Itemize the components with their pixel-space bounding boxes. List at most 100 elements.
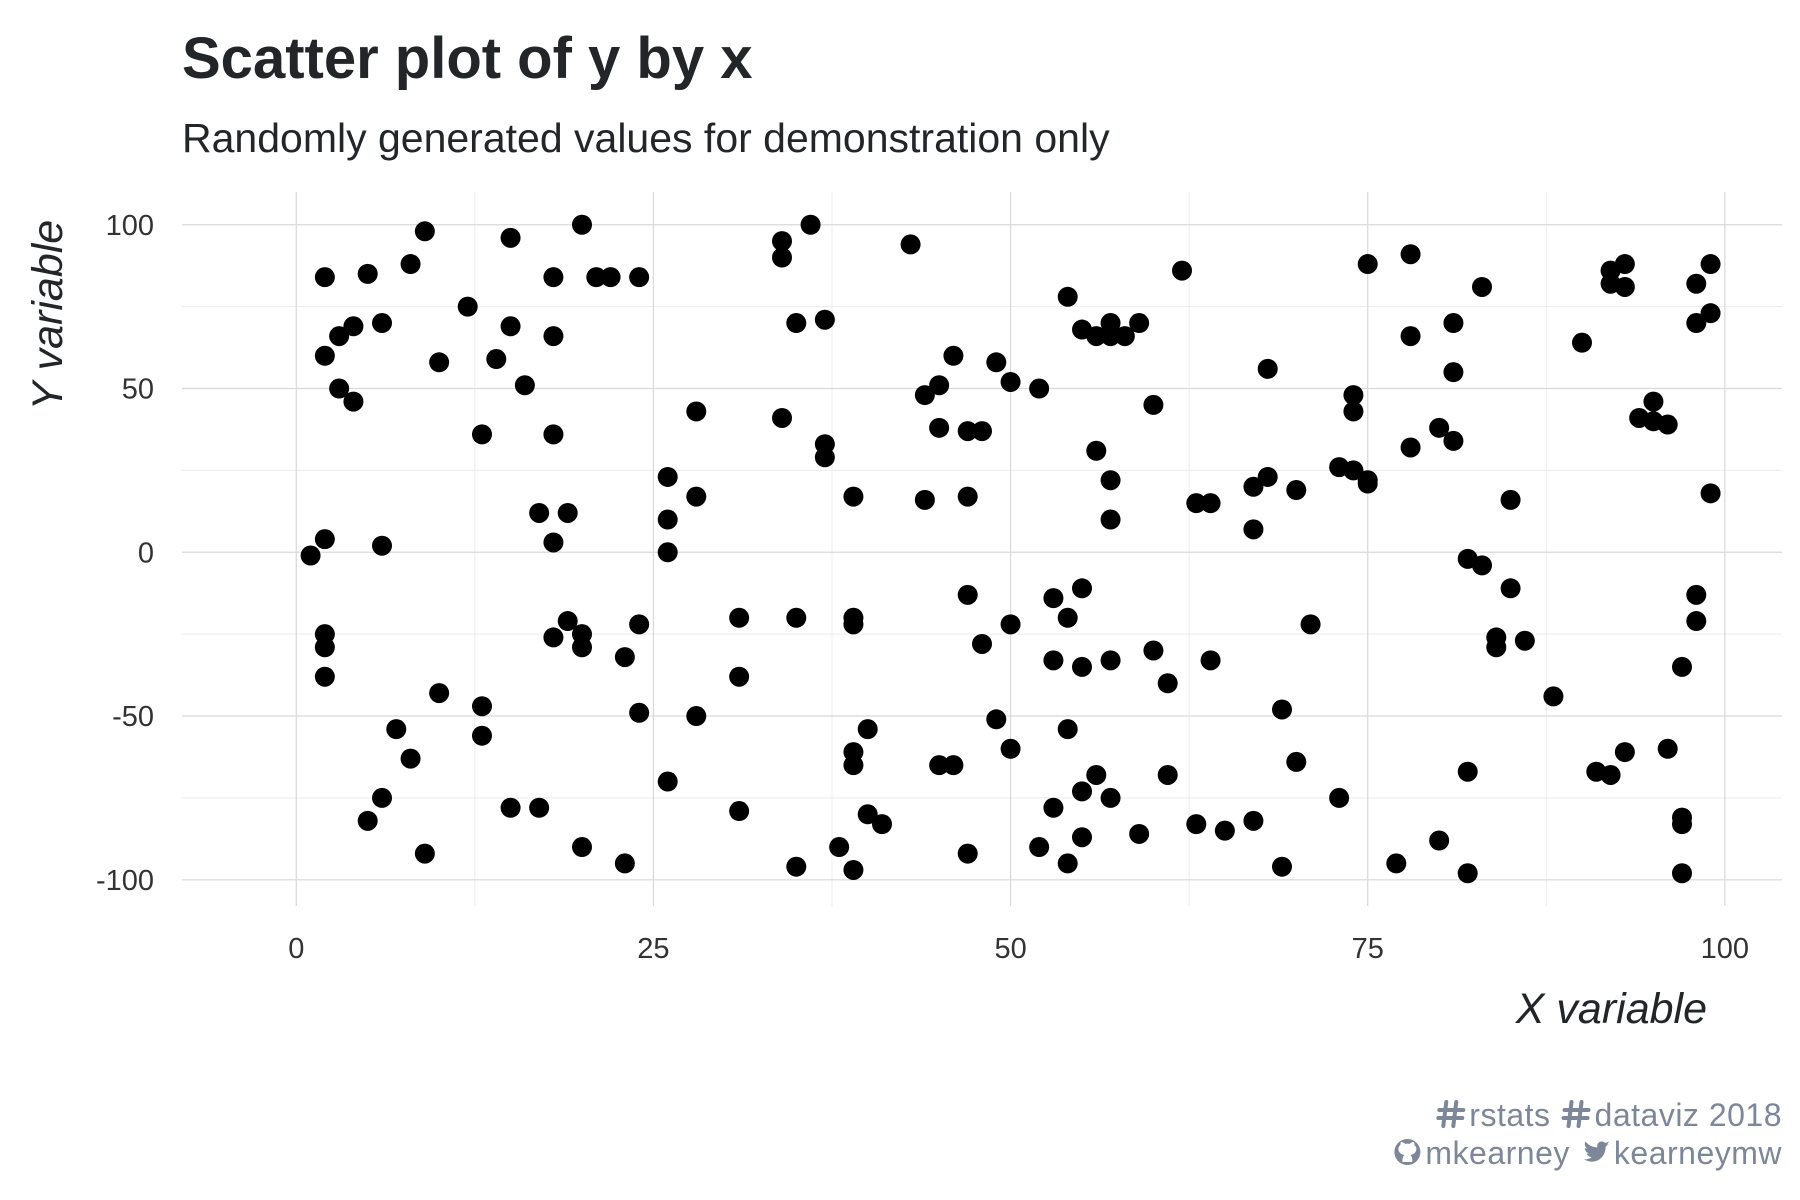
data-point	[729, 607, 750, 628]
data-point	[772, 231, 792, 252]
data-point	[1614, 276, 1635, 297]
grid-lines	[182, 192, 1782, 906]
data-point	[957, 421, 978, 442]
data-point	[1457, 863, 1478, 884]
data-point	[1157, 673, 1178, 694]
data-point	[343, 391, 364, 412]
data-point	[1000, 371, 1021, 392]
data-point	[686, 401, 707, 422]
data-point	[500, 316, 521, 337]
data-point	[1000, 614, 1021, 635]
x-tick-label: 25	[637, 933, 669, 965]
data-point	[929, 375, 950, 396]
caption: dataviz 2018 rstats kearneymw mkearney	[1394, 1097, 1782, 1171]
data-point	[557, 502, 578, 523]
data-point	[457, 296, 478, 317]
data-point	[972, 633, 992, 654]
data-point	[986, 352, 1007, 373]
data-point	[786, 607, 807, 628]
data-point	[729, 666, 750, 687]
data-point	[1500, 489, 1521, 510]
data-point	[1429, 830, 1450, 851]
data-point	[786, 313, 807, 334]
data-point	[529, 502, 550, 523]
data-point	[1600, 764, 1621, 785]
data-point	[614, 853, 635, 874]
data-point	[1072, 781, 1092, 802]
data-point	[1700, 483, 1721, 504]
data-point	[414, 843, 435, 864]
data-point	[800, 214, 821, 235]
data-point	[843, 859, 864, 880]
caption-line: kearneymw mkearney	[1394, 1135, 1782, 1171]
data-point	[929, 417, 950, 438]
data-point	[1157, 764, 1178, 785]
data-point	[472, 696, 492, 717]
data-point	[1686, 273, 1707, 294]
data-point	[1057, 719, 1078, 740]
data-point	[929, 755, 950, 776]
data-point	[1572, 332, 1592, 353]
github-icon	[1394, 1139, 1421, 1165]
data-point	[843, 486, 864, 507]
data-points	[300, 214, 1721, 884]
caption-text: rstats	[1469, 1097, 1550, 1133]
data-point	[1100, 650, 1121, 671]
data-point	[957, 486, 978, 507]
data-point	[772, 407, 792, 428]
hashtag-icon	[1561, 1100, 1591, 1128]
data-point	[1543, 686, 1564, 707]
data-point	[1472, 555, 1492, 576]
data-point	[1086, 764, 1107, 785]
x-tick-label: 50	[994, 933, 1026, 965]
data-point	[872, 814, 892, 835]
data-point	[543, 326, 564, 347]
data-point	[1672, 656, 1692, 677]
twitter-icon	[1583, 1141, 1610, 1162]
data-point	[429, 352, 450, 373]
data-point	[572, 637, 592, 658]
data-point	[1143, 640, 1164, 661]
data-point	[372, 313, 392, 334]
data-point	[914, 489, 935, 510]
data-point	[1357, 473, 1378, 494]
data-point	[557, 611, 578, 632]
data-point	[1614, 742, 1635, 763]
data-point	[543, 267, 564, 288]
data-point	[400, 254, 421, 275]
data-point	[1257, 466, 1278, 487]
data-point	[486, 349, 507, 370]
data-point	[986, 709, 1007, 730]
data-point	[314, 637, 335, 658]
data-point	[943, 345, 964, 366]
data-point	[857, 804, 878, 825]
data-point	[1057, 607, 1078, 628]
data-point	[543, 424, 564, 445]
data-point	[614, 647, 635, 668]
data-point	[1614, 254, 1635, 275]
y-axis-label: Y variable	[24, 220, 72, 410]
data-point	[1100, 470, 1121, 491]
data-point	[1272, 856, 1292, 877]
caption-text: mkearney	[1425, 1135, 1570, 1171]
data-point	[500, 227, 521, 248]
x-tick-label: 100	[1701, 933, 1749, 965]
caption-text: kearneymw	[1614, 1135, 1783, 1171]
data-point	[1386, 853, 1407, 874]
data-point	[500, 797, 521, 818]
data-point	[1186, 814, 1207, 835]
data-point	[1657, 738, 1678, 759]
data-point	[829, 837, 850, 858]
data-point	[314, 267, 335, 288]
caption-text: dataviz 2018	[1595, 1097, 1782, 1133]
data-point	[529, 797, 550, 818]
data-point	[572, 214, 592, 235]
caption-line: dataviz 2018 rstats	[1436, 1097, 1782, 1133]
data-point	[1272, 699, 1292, 720]
data-point	[1243, 519, 1264, 540]
y-tick-label: 100	[106, 210, 154, 242]
data-point	[629, 267, 650, 288]
data-point	[1657, 414, 1678, 435]
data-point	[514, 375, 535, 396]
data-point	[1114, 326, 1135, 347]
